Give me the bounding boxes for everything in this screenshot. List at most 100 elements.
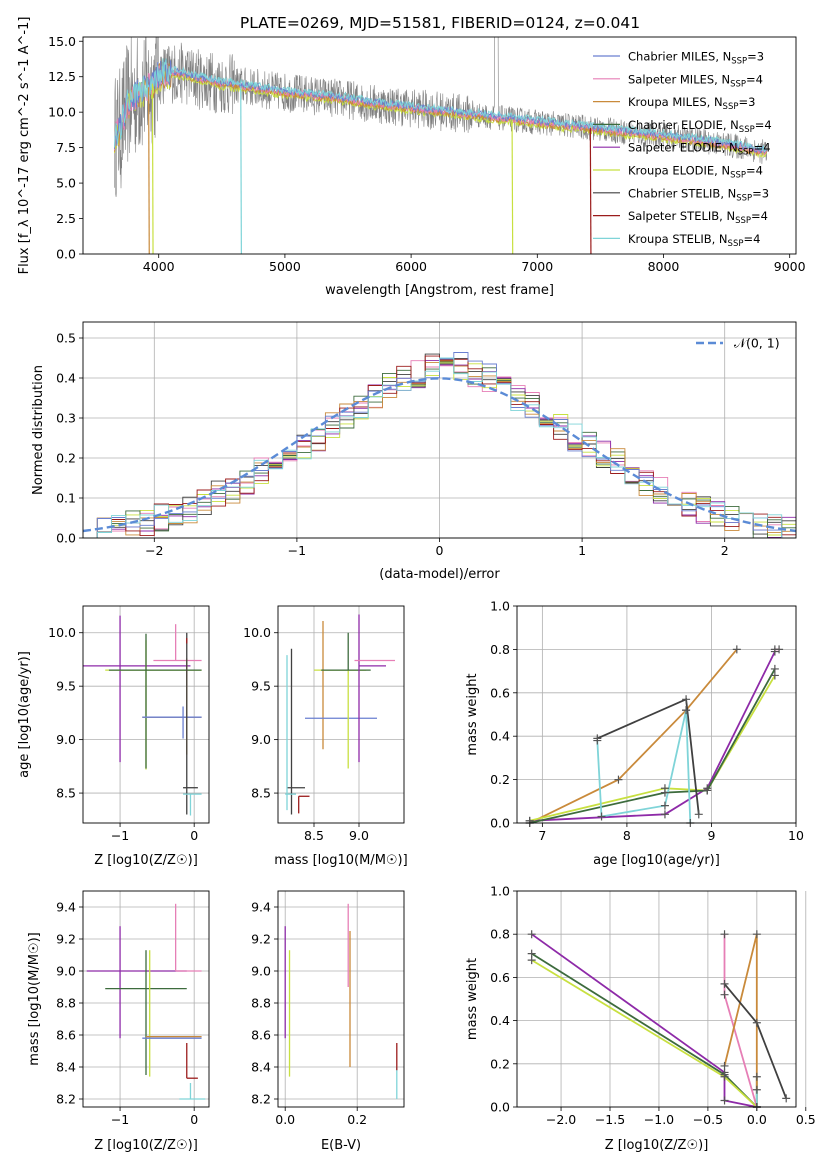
x-tick-label: 0.0 bbox=[275, 1112, 295, 1127]
model-spectrum-line bbox=[114, 58, 767, 153]
x-axis-label: age [log10(age/yr)] bbox=[593, 853, 720, 868]
y-axis-label: Normed distribution bbox=[31, 365, 46, 495]
y-tick-label: 15.0 bbox=[48, 34, 76, 49]
y-tick-label: 8.5 bbox=[56, 786, 76, 801]
axes-frame bbox=[277, 890, 405, 1108]
x-tick-label: 10 bbox=[788, 828, 804, 843]
plus-marker bbox=[682, 706, 691, 715]
plus-marker bbox=[782, 1094, 791, 1103]
legend-label-main: Salpeter STELIB, N bbox=[628, 209, 735, 223]
plus-marker bbox=[614, 775, 623, 784]
legend-label-main: Chabrier MILES, N bbox=[628, 50, 731, 64]
y-tick-label: 9.5 bbox=[251, 679, 271, 694]
y-tick-label: 8.4 bbox=[56, 1060, 76, 1075]
y-tick-label: 12.5 bbox=[48, 69, 76, 84]
axes-frame bbox=[516, 605, 797, 824]
x-tick-label: −1.5 bbox=[595, 1112, 625, 1127]
legend-label-tail: =4 bbox=[746, 164, 763, 178]
legend-label-sub: SSP bbox=[730, 79, 746, 89]
y-tick-label: 8.2 bbox=[56, 1092, 76, 1107]
x-tick-label: 0 bbox=[190, 828, 198, 843]
y-tick-label: 9.0 bbox=[56, 732, 76, 747]
plus-marker bbox=[527, 930, 536, 939]
plus-marker bbox=[720, 1096, 729, 1105]
x-axis-label: Z [log10(Z/Z☉)] bbox=[605, 1138, 709, 1153]
plot-area bbox=[83, 615, 202, 816]
mass-vs-ebv-panel: 0.0 0.2 8.2 8.4 8.6 8.8 9.0 9.2 9.4 E(B-V) bbox=[251, 890, 405, 1153]
mass-weight-line bbox=[723, 983, 788, 1099]
plot-area bbox=[285, 614, 395, 815]
model-gap-line bbox=[511, 119, 514, 254]
mass-weight-line bbox=[529, 668, 776, 823]
legend-label-sub: SSP bbox=[739, 125, 755, 135]
x-axis-label: wavelength [Angstrom, rest frame] bbox=[325, 283, 554, 298]
y-tick-label: 0.2 bbox=[490, 772, 510, 787]
plot-area bbox=[86, 903, 206, 1100]
y-tick-label: 1.0 bbox=[490, 599, 510, 614]
y-tick-label: 0.0 bbox=[490, 1100, 510, 1115]
y-tick-label: 0.3 bbox=[56, 411, 76, 426]
y-tick-label: 0.8 bbox=[490, 927, 510, 942]
x-tick-label: 6000 bbox=[395, 259, 427, 274]
axes-frame bbox=[516, 890, 797, 1108]
y-tick-label: 0.0 bbox=[490, 816, 510, 831]
legend-label-tail: =3 bbox=[747, 50, 764, 64]
x-axis-label: mass [log10(M/M☉)] bbox=[274, 853, 407, 868]
y-tick-label: 5.0 bbox=[56, 176, 76, 191]
plus-marker bbox=[694, 810, 703, 819]
y-tick-label: 0.2 bbox=[490, 1056, 510, 1071]
y-tick-label: 0.4 bbox=[56, 371, 76, 386]
legend-label: 𝒩(0, 1) bbox=[734, 336, 780, 351]
legend-label-tail: =4 bbox=[743, 232, 760, 246]
plus-marker bbox=[660, 801, 669, 810]
plus-marker bbox=[752, 930, 761, 939]
y-tick-label: 0.8 bbox=[490, 642, 510, 657]
x-tick-label: 9 bbox=[707, 828, 715, 843]
plus-marker bbox=[682, 695, 691, 704]
x-axis-label: Z [log10(Z/Z☉)] bbox=[94, 853, 198, 868]
legend-label-main: Kroupa MILES, N bbox=[628, 95, 723, 109]
y-tick-label: 9.4 bbox=[251, 900, 271, 915]
x-axis-label: Z [log10(Z/Z☉)] bbox=[94, 1138, 198, 1153]
massweight-vs-metallicity-panel: −2.0 −1.5 −1.0 −0.5 0.0 0.5 0.0 0.2 0.4 0.6 0.8 1.0… bbox=[465, 884, 816, 1154]
plus-marker bbox=[770, 664, 779, 673]
y-tick-label: 10.0 bbox=[243, 625, 271, 640]
legend-label-main: Kroupa ELODIE, N bbox=[628, 164, 730, 178]
plus-marker bbox=[720, 930, 729, 939]
y-axis-label: Flux [f_λ 10^-17 erg cm^-2 s^-1 A^-1] bbox=[17, 17, 32, 275]
y-axis-label: age [log10(age/yr)] bbox=[17, 651, 32, 778]
mass-weight-line bbox=[596, 710, 692, 823]
model-gap-line bbox=[151, 83, 154, 254]
legend-label-main: Chabrier STELIB, N bbox=[628, 186, 736, 200]
y-tick-label: 7.5 bbox=[56, 140, 76, 155]
legend-label-sub: SSP bbox=[731, 57, 747, 67]
x-tick-label: 5000 bbox=[269, 259, 301, 274]
legend-label-main: Kroupa STELIB, N bbox=[628, 232, 728, 246]
legend-label: Chabrier STELIB, NSSP=3 bbox=[628, 186, 769, 203]
mass-weight-line bbox=[529, 674, 776, 822]
legend-label-sub: SSP bbox=[735, 216, 751, 226]
legend-label-main: Chabrier ELODIE, N bbox=[628, 118, 739, 132]
legend-label: Chabrier ELODIE, NSSP=4 bbox=[628, 118, 772, 135]
y-tick-label: 9.4 bbox=[56, 900, 76, 915]
x-tick-label: 0 bbox=[190, 1112, 198, 1127]
y-tick-label: 0.1 bbox=[56, 491, 76, 506]
y-tick-label: 0.6 bbox=[490, 970, 510, 985]
legend-label: Kroupa STELIB, NSSP=4 bbox=[628, 232, 760, 249]
x-tick-label: −1 bbox=[111, 1112, 129, 1127]
y-tick-label: 8.5 bbox=[251, 786, 271, 801]
legend-label: Kroupa ELODIE, NSSP=4 bbox=[628, 164, 763, 181]
axes-frame bbox=[82, 321, 797, 539]
mass-weight-line bbox=[531, 933, 757, 1107]
x-tick-label: −1 bbox=[111, 828, 129, 843]
x-tick-label: 8 bbox=[623, 828, 631, 843]
legend-label-tail: =3 bbox=[738, 95, 755, 109]
y-tick-label: 8.6 bbox=[251, 1028, 271, 1043]
x-tick-label: 8000 bbox=[648, 259, 680, 274]
y-tick-label: 8.2 bbox=[251, 1092, 271, 1107]
y-tick-label: 0.6 bbox=[490, 685, 510, 700]
histogram-step-line bbox=[83, 357, 796, 538]
y-tick-label: 9.2 bbox=[56, 932, 76, 947]
normal-distribution-curve bbox=[83, 377, 796, 533]
